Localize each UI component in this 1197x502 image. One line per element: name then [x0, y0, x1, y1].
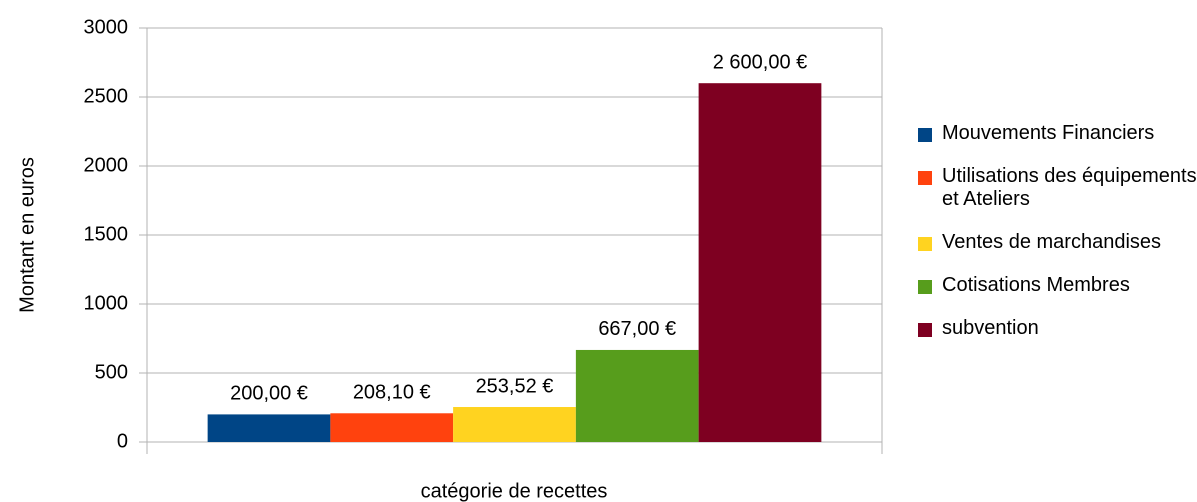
- legend-entry: Ventes de marchandises: [918, 231, 1197, 254]
- value-label: 200,00 €: [230, 383, 308, 405]
- legend-label: Ventes de marchandises: [942, 231, 1162, 253]
- legend-label: Cotisations Membres: [942, 274, 1130, 296]
- y-axis-label: Montant en euros: [16, 157, 38, 313]
- value-label: 208,10 €: [353, 382, 431, 404]
- legend-label: subvention: [942, 317, 1039, 339]
- y-tick-label: 3000: [84, 16, 129, 38]
- legend: Mouvements Financiers Utilisations des éq…: [918, 122, 1197, 340]
- y-tick-label: 2000: [84, 154, 129, 176]
- y-tick-label: 500: [95, 361, 128, 383]
- legend-entry: Mouvements Financiers: [918, 122, 1197, 145]
- legend-label: Mouvements Financiers: [942, 122, 1155, 144]
- y-tick-label: 1000: [84, 292, 129, 314]
- legend-swatch: [918, 171, 932, 185]
- value-label: 667,00 €: [598, 318, 676, 340]
- value-label: 2 600,00 €: [713, 51, 808, 73]
- bar: [575, 349, 699, 442]
- legend-entry: Utilisations des équipements et Ateliers: [918, 165, 1197, 211]
- y-tick-label: 1500: [84, 223, 129, 245]
- bar: [207, 414, 331, 442]
- y-tick-label: 0: [117, 430, 128, 452]
- bar: [453, 407, 576, 442]
- legend-swatch: [918, 237, 932, 251]
- bar: [698, 83, 822, 442]
- x-axis-label: catégorie de recettes: [421, 480, 608, 502]
- bar: [330, 413, 454, 442]
- y-tick-label: 2500: [84, 85, 129, 107]
- legend-swatch: [918, 128, 932, 142]
- legend-entry: subvention: [918, 317, 1197, 340]
- legend-swatch: [918, 280, 932, 294]
- legend-label: Utilisations des équipements et Ateliers: [942, 165, 1197, 210]
- legend-entry: Cotisations Membres: [918, 274, 1197, 297]
- legend-swatch: [918, 323, 932, 337]
- value-label: 253,52 €: [476, 375, 554, 397]
